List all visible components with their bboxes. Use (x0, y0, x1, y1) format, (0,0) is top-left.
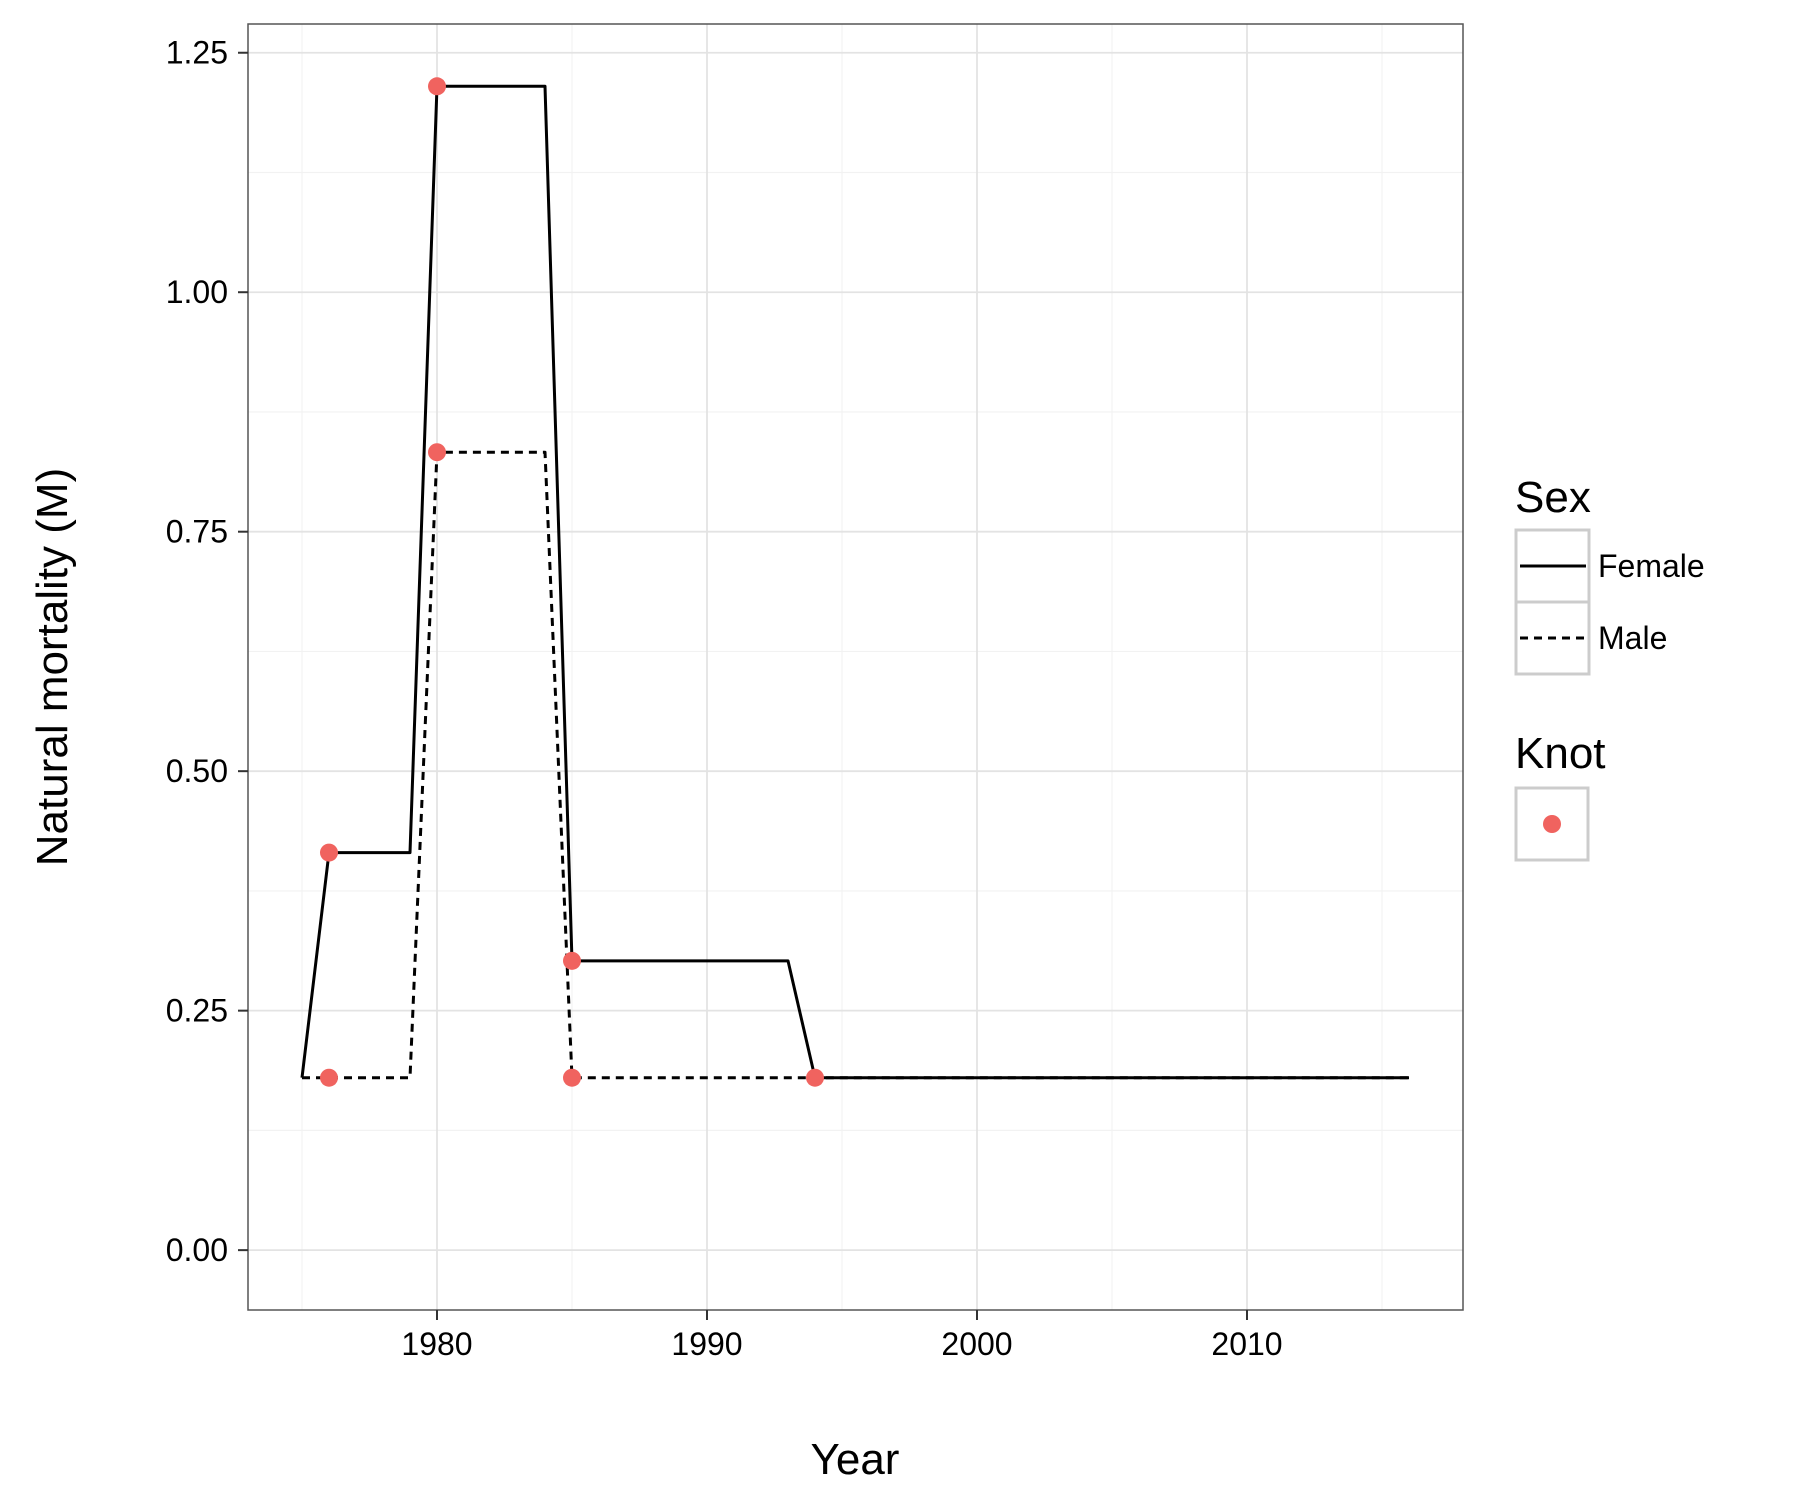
y-axis-title: Natural mortality (M) (28, 468, 77, 867)
plot-panel-background (248, 24, 1463, 1310)
y-tick-label: 0.00 (166, 1232, 228, 1268)
y-tick-label: 1.00 (166, 274, 228, 310)
y-axis-ticks: 0.00 0.25 0.50 0.75 1.00 1.25 (166, 35, 248, 1268)
series-line-female (300, 84, 1409, 1080)
y-tick-label: 0.75 (166, 514, 228, 550)
knot-point (428, 443, 446, 462)
knot-point (563, 951, 581, 970)
legend-knot-marker (1543, 815, 1561, 833)
plot-panel-border (247, 23, 1464, 1311)
knot-point (806, 1068, 824, 1087)
knot-point (320, 1068, 338, 1087)
x-tick-label: 2010 (1211, 1326, 1282, 1362)
legend-sex-title: Sex (1515, 473, 1591, 522)
y-tick-label: 0.25 (166, 993, 228, 1029)
y-tick-label: 0.50 (166, 753, 228, 789)
series-line-male (302, 450, 1409, 1080)
legend-female-label: Female (1598, 548, 1705, 584)
knot-points (320, 77, 824, 1087)
x-axis-ticks: 1980 1990 2000 2010 (401, 1310, 1283, 1362)
y-tick-label: 1.25 (166, 35, 228, 71)
knot-point (320, 843, 338, 862)
x-tick-label: 2000 (941, 1326, 1012, 1362)
grid (248, 24, 1463, 1310)
x-tick-label: 1990 (671, 1326, 742, 1362)
x-tick-label: 1980 (401, 1326, 472, 1362)
legend-knot-title: Knot (1515, 729, 1606, 778)
legend-male-label: Male (1598, 620, 1667, 656)
x-axis-title: Year (811, 1435, 900, 1484)
legend: Sex Female Male Knot (1514, 473, 1705, 862)
knot-point (428, 77, 446, 96)
knot-point (563, 1068, 581, 1087)
series-lines (300, 84, 1409, 1080)
